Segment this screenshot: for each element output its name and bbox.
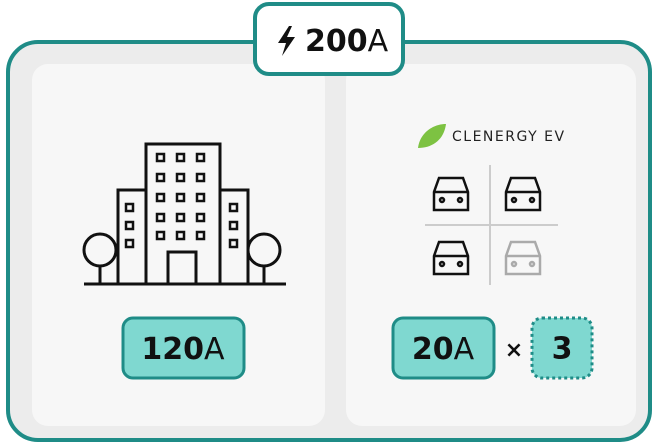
- charger-unit: A: [454, 332, 475, 367]
- building-amount: 120: [141, 332, 204, 367]
- diagram: 200A 120A CLENERGY EV 20A: [0, 0, 658, 444]
- brand-name: CLENERGY EV: [452, 129, 566, 145]
- building-value: 120A: [141, 332, 225, 367]
- supply-unit: A: [368, 24, 389, 59]
- multiply-sign: ×: [505, 338, 523, 363]
- supply-amount: 200: [305, 24, 368, 59]
- building-unit: A: [204, 332, 225, 367]
- supply-value: 200A: [305, 24, 389, 59]
- charger-count: 3: [552, 332, 573, 367]
- charger-amount: 20: [412, 332, 454, 367]
- charger-value: 20A: [412, 332, 475, 367]
